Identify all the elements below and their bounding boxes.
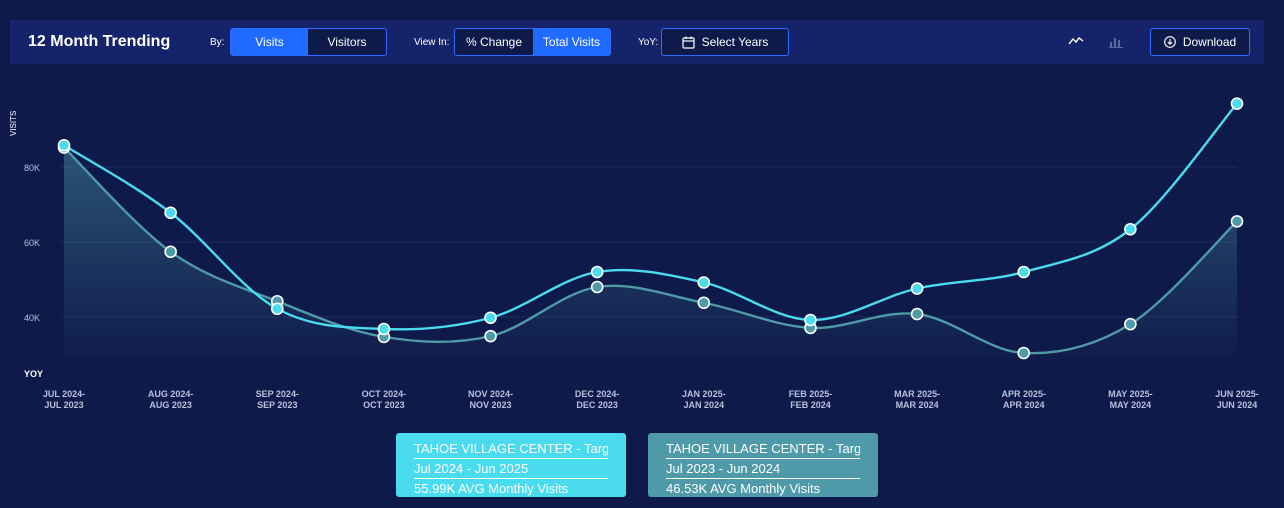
x-tick-label: MAR 2024 — [896, 400, 939, 410]
y-tick-label: 60K — [24, 238, 40, 248]
previous-series-point[interactable] — [164, 245, 177, 259]
y-tick-label: 40K — [24, 313, 40, 323]
previous-series-point[interactable] — [1017, 346, 1031, 360]
x-tick-label: NOV 2023 — [470, 400, 512, 410]
x-tick-label: MAR 2025- — [894, 389, 940, 399]
x-tick-label: APR 2024 — [1003, 400, 1045, 410]
download-icon — [1163, 36, 1176, 48]
previous-series-area — [64, 147, 1237, 358]
current-series-point[interactable] — [697, 276, 711, 289]
x-tick-label: AUG 2024- — [148, 389, 194, 399]
legend-previous-period: Jul 2023 - Jun 2024 — [666, 459, 860, 479]
total-visits-option[interactable]: Total Visits — [533, 29, 610, 55]
previous-series-point[interactable] — [910, 307, 924, 321]
x-tick-label: JUL 2023 — [44, 400, 83, 410]
by-toggle: Visits Visitors — [230, 28, 387, 56]
x-tick-label: APR 2025- — [1001, 389, 1046, 399]
x-tick-label: MAY 2025- — [1108, 389, 1153, 399]
x-tick-label: JUN 2025- — [1215, 389, 1259, 399]
visitors-option[interactable]: Visitors — [308, 29, 386, 55]
y-tick-labels: 40K 60K 80K — [24, 163, 40, 323]
legend-current-name: TAHOE VILLAGE CENTER - Targ... — [414, 439, 608, 459]
x-tick-label: SEP 2024- — [256, 389, 299, 399]
legend-current[interactable]: TAHOE VILLAGE CENTER - Targ... Jul 2024 … — [396, 433, 626, 497]
current-series-point[interactable] — [590, 265, 604, 279]
select-years-button[interactable]: Select Years — [661, 28, 789, 56]
current-series-point[interactable] — [484, 311, 497, 325]
x-tick-label: DEC 2023 — [576, 400, 618, 410]
x-tick-labels: JUL 2024-JUL 2023 AUG 2024-AUG 2023 SEP 20… — [43, 389, 1259, 410]
legend-current-period: Jul 2024 - Jun 2025 — [414, 459, 608, 479]
legend-previous-avg: 46.53K AVG Monthly Visits — [666, 481, 821, 496]
previous-series-point[interactable] — [1230, 215, 1244, 228]
current-series-line — [63, 102, 1238, 331]
chart-title: 12 Month Trending — [28, 33, 171, 50]
x-tick-label: JUL 2024- — [43, 389, 85, 399]
series-lines — [63, 102, 1238, 355]
previous-series-point[interactable] — [697, 296, 711, 310]
legend-current-avg: 55.99K AVG Monthly Visits — [414, 481, 569, 496]
view-in-toggle: % Change Total Visits — [454, 28, 611, 56]
x-tick-label: OCT 2023 — [363, 400, 405, 410]
legend-previous[interactable]: TAHOE VILLAGE CENTER - Targ... Jul 2023 … — [648, 433, 878, 497]
chart-toolbar: 12 Month Trending By: Visits Visitors Vi… — [10, 20, 1264, 64]
x-tick-label: OCT 2024- — [362, 389, 407, 399]
x-tick-label: JAN 2025- — [682, 389, 726, 399]
series-points — [57, 97, 1244, 360]
current-series-point[interactable] — [1230, 97, 1244, 110]
previous-series-point[interactable] — [484, 329, 497, 343]
current-series-point[interactable] — [1017, 265, 1031, 279]
area-fill — [64, 147, 1237, 358]
by-label: By: — [210, 37, 225, 48]
yoy-label: YoY: — [638, 37, 659, 48]
y-axis-label: VISITS — [9, 111, 18, 136]
x-tick-label: NOV 2024- — [468, 389, 513, 399]
y-tick-label: 80K — [24, 163, 40, 173]
current-series-point[interactable] — [377, 322, 391, 336]
percent-change-option[interactable]: % Change — [455, 29, 533, 55]
x-tick-label: FEB 2024 — [790, 400, 831, 410]
x-tick-label: FEB 2025- — [789, 389, 833, 399]
select-years-label: Select Years — [701, 35, 769, 49]
previous-series-point[interactable] — [1124, 317, 1137, 331]
x-tick-label: SEP 2023 — [257, 400, 297, 410]
trend-chart: VISITS YOY 40K 60K 80K JUL 2024-JUL 2023 AU… — [9, 97, 1259, 410]
x-axis-label: YOY — [24, 369, 43, 379]
x-tick-label: DEC 2024- — [575, 389, 620, 399]
current-series-point[interactable] — [164, 206, 177, 220]
current-series-point[interactable] — [910, 282, 924, 295]
x-tick-label: MAY 2024 — [1110, 400, 1152, 410]
x-tick-label: JAN 2024 — [684, 400, 725, 410]
view-in-label: View In: — [414, 37, 450, 48]
x-tick-label: AUG 2023 — [149, 400, 192, 410]
previous-series-point[interactable] — [590, 280, 604, 294]
current-series-point[interactable] — [57, 138, 71, 152]
current-series-point[interactable] — [804, 313, 817, 327]
visits-option[interactable]: Visits — [231, 29, 308, 55]
download-button[interactable]: Download — [1150, 28, 1250, 56]
calendar-icon — [682, 36, 695, 49]
line-chart-icon[interactable] — [1068, 34, 1084, 48]
download-label: Download — [1182, 35, 1237, 49]
current-series-point[interactable] — [1124, 222, 1137, 236]
legend-previous-name: TAHOE VILLAGE CENTER - Targ... — [666, 439, 860, 459]
x-tick-label: JUN 2024 — [1217, 400, 1258, 410]
bar-chart-icon[interactable] — [1108, 34, 1124, 48]
current-series-point[interactable] — [270, 302, 284, 316]
